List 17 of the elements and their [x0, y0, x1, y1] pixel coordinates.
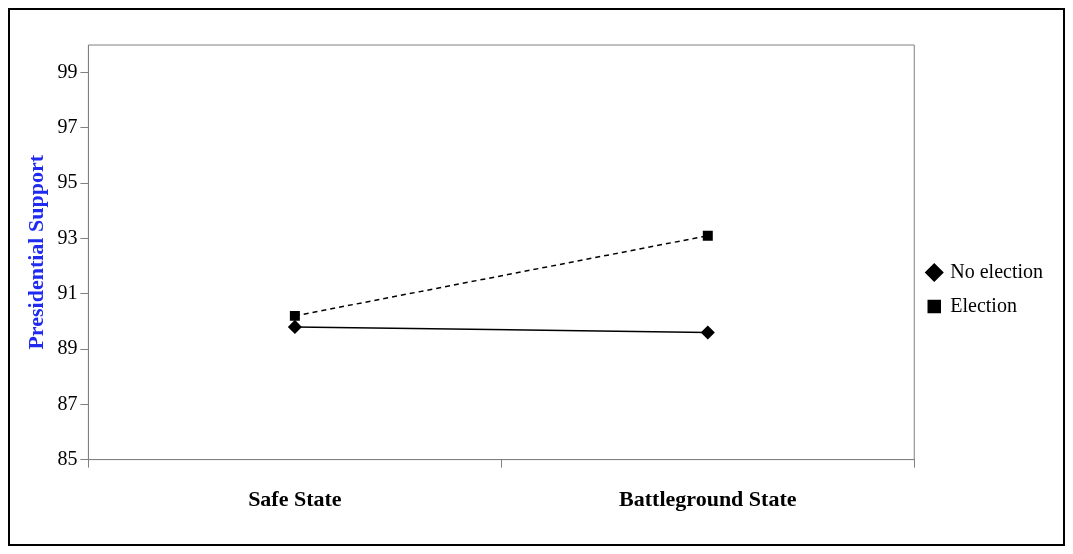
y-tick-label: 91 [57, 281, 78, 304]
y-tick-label: 87 [57, 391, 78, 414]
y-tick-label: 95 [57, 170, 78, 193]
legend-label: Election [950, 293, 1017, 316]
y-tick-label: 89 [57, 336, 78, 359]
y-tick-label: 99 [57, 59, 78, 82]
point [289, 310, 300, 321]
point [288, 320, 302, 334]
y-tick-label: 97 [57, 115, 78, 138]
point [701, 325, 715, 340]
x-tick-label: Battleground State [619, 486, 797, 512]
x-tick-label: Safe State [248, 486, 342, 512]
legend-label: No election [950, 259, 1044, 282]
y-tick-label: 85 [57, 446, 78, 469]
point [702, 230, 713, 241]
y-tick-label: 93 [57, 225, 78, 248]
y-axis-title: Presidential Support [22, 154, 48, 350]
